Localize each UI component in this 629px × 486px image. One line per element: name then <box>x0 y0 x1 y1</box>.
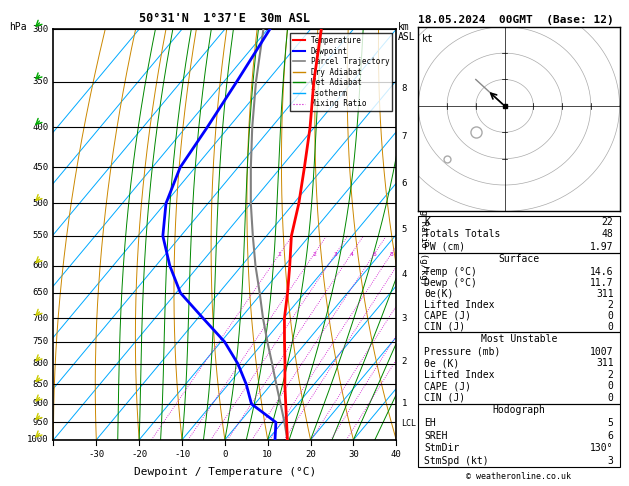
Text: 0: 0 <box>608 322 613 332</box>
Text: θe(K): θe(K) <box>425 289 454 299</box>
Text: 800: 800 <box>32 359 48 368</box>
Bar <box>418 404 620 467</box>
Text: StmDir: StmDir <box>425 443 460 453</box>
Text: LCL: LCL <box>401 418 416 428</box>
Text: 650: 650 <box>32 288 48 297</box>
Text: 8: 8 <box>401 84 407 93</box>
Text: 900: 900 <box>32 399 48 408</box>
Text: 7: 7 <box>401 132 407 141</box>
Text: 40: 40 <box>391 450 402 459</box>
Text: 1: 1 <box>401 399 407 408</box>
Text: kt: kt <box>422 34 434 44</box>
Bar <box>418 332 620 404</box>
Text: CIN (J): CIN (J) <box>425 322 465 332</box>
Text: 950: 950 <box>32 418 48 427</box>
Text: CAPE (J): CAPE (J) <box>425 382 471 391</box>
Text: 4: 4 <box>349 252 353 257</box>
Text: 0: 0 <box>608 382 613 391</box>
Text: 6: 6 <box>608 431 613 441</box>
Text: Mixing Ratio (g/kg): Mixing Ratio (g/kg) <box>419 183 428 286</box>
Text: 130°: 130° <box>590 443 613 453</box>
Text: Most Unstable: Most Unstable <box>481 334 557 344</box>
Text: 8: 8 <box>389 252 393 257</box>
Text: 14.6: 14.6 <box>590 267 613 277</box>
Text: 311: 311 <box>596 358 613 368</box>
Text: CAPE (J): CAPE (J) <box>425 311 471 321</box>
Text: -10: -10 <box>174 450 190 459</box>
Text: 6: 6 <box>401 179 407 188</box>
Text: 20: 20 <box>305 450 316 459</box>
Text: Dewp (°C): Dewp (°C) <box>425 278 477 288</box>
Text: 500: 500 <box>32 199 48 208</box>
Text: km: km <box>398 22 409 32</box>
Text: Dewpoint / Temperature (°C): Dewpoint / Temperature (°C) <box>134 467 316 477</box>
Text: 850: 850 <box>32 380 48 389</box>
Text: -20: -20 <box>131 450 147 459</box>
Text: 400: 400 <box>32 123 48 132</box>
Text: Totals Totals: Totals Totals <box>425 229 501 240</box>
Text: 0: 0 <box>608 393 613 403</box>
Text: 30: 30 <box>348 450 359 459</box>
Text: ASL: ASL <box>398 32 415 42</box>
Bar <box>418 216 620 253</box>
Text: 700: 700 <box>32 313 48 323</box>
Text: Lifted Index: Lifted Index <box>425 300 495 310</box>
Text: 5: 5 <box>401 225 407 234</box>
Text: 4: 4 <box>401 270 407 279</box>
Legend: Temperature, Dewpoint, Parcel Trajectory, Dry Adiabat, Wet Adiabat, Isotherm, Mi: Temperature, Dewpoint, Parcel Trajectory… <box>290 33 392 111</box>
Text: 48: 48 <box>602 229 613 240</box>
Text: Pressure (mb): Pressure (mb) <box>425 347 501 357</box>
Text: Hodograph: Hodograph <box>493 405 545 416</box>
Text: 11.7: 11.7 <box>590 278 613 288</box>
Text: SREH: SREH <box>425 431 448 441</box>
Text: hPa: hPa <box>9 22 27 32</box>
Text: 311: 311 <box>596 289 613 299</box>
Text: 1.97: 1.97 <box>590 242 613 252</box>
Text: StmSpd (kt): StmSpd (kt) <box>425 456 489 466</box>
Text: 1000: 1000 <box>27 435 48 444</box>
Text: 0: 0 <box>222 450 228 459</box>
Text: 2: 2 <box>312 252 316 257</box>
Text: 18.05.2024  00GMT  (Base: 12): 18.05.2024 00GMT (Base: 12) <box>418 15 614 25</box>
Text: -30: -30 <box>88 450 104 459</box>
Text: 22: 22 <box>602 217 613 227</box>
Text: Surface: Surface <box>498 255 540 264</box>
Text: 3: 3 <box>608 456 613 466</box>
Text: 3: 3 <box>333 252 337 257</box>
Text: 350: 350 <box>32 77 48 86</box>
Text: 3: 3 <box>401 313 407 323</box>
Text: 5: 5 <box>608 418 613 429</box>
Text: 550: 550 <box>32 231 48 241</box>
Text: 2: 2 <box>401 357 407 366</box>
Text: 450: 450 <box>32 163 48 172</box>
Text: K: K <box>425 217 430 227</box>
Text: 10: 10 <box>262 450 273 459</box>
Text: 2: 2 <box>608 300 613 310</box>
Text: θe (K): θe (K) <box>425 358 460 368</box>
Text: 2: 2 <box>608 370 613 380</box>
Text: 1007: 1007 <box>590 347 613 357</box>
Text: © weatheronline.co.uk: © weatheronline.co.uk <box>467 471 571 481</box>
Text: 50°31'N  1°37'E  30m ASL: 50°31'N 1°37'E 30m ASL <box>140 12 310 25</box>
Text: Lifted Index: Lifted Index <box>425 370 495 380</box>
Text: EH: EH <box>425 418 436 429</box>
Text: Temp (°C): Temp (°C) <box>425 267 477 277</box>
Text: 6: 6 <box>372 252 376 257</box>
Text: 1: 1 <box>277 252 281 257</box>
Bar <box>418 253 620 332</box>
Text: CIN (J): CIN (J) <box>425 393 465 403</box>
Text: 750: 750 <box>32 337 48 346</box>
Text: 600: 600 <box>32 261 48 270</box>
Text: 0: 0 <box>608 311 613 321</box>
Text: PW (cm): PW (cm) <box>425 242 465 252</box>
Text: 300: 300 <box>32 25 48 34</box>
